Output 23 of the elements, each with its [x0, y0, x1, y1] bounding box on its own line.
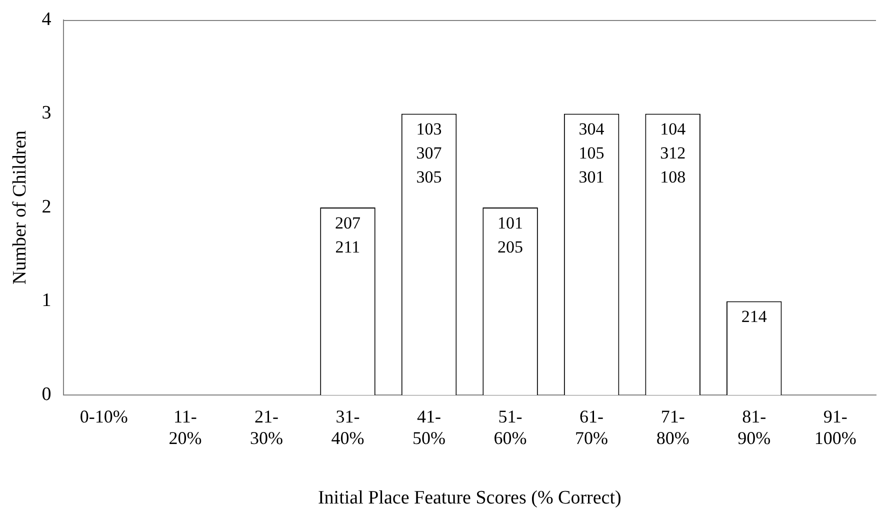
x-tick-label: 51- 60% [494, 406, 527, 448]
annotation: 101 205 [498, 213, 524, 256]
x-tick-label: 0-10% [80, 406, 128, 427]
annotation: 104 312 108 [660, 120, 686, 187]
x-tick-label: 41- 50% [412, 406, 446, 448]
y-tick-label: 3 [42, 102, 52, 124]
x-tick-label: 21- 30% [250, 406, 283, 448]
y-tick-label: 0 [42, 384, 52, 405]
x-axis-title: Initial Place Feature Scores (% Correct) [318, 488, 622, 509]
x-tick-label: 81- 90% [738, 406, 771, 448]
x-tick-label: 61- 70% [575, 406, 608, 448]
annotation: 207 211 [334, 213, 361, 256]
x-tick-label: 31- 40% [331, 406, 364, 448]
y-tick-label: 4 [42, 8, 52, 30]
y-axis-title: Number of Children [9, 130, 30, 285]
annotation: 214 [741, 307, 768, 326]
annotation: 103 307 305 [416, 120, 442, 187]
x-tick-label: 71- 80% [656, 406, 690, 448]
x-tick-label: 11- 20% [168, 406, 202, 448]
y-tick-label: 1 [42, 290, 52, 312]
x-tick-label: 91- 100% [814, 406, 856, 448]
annotation: 304 105 301 [578, 120, 605, 187]
y-tick-label: 2 [42, 196, 52, 218]
